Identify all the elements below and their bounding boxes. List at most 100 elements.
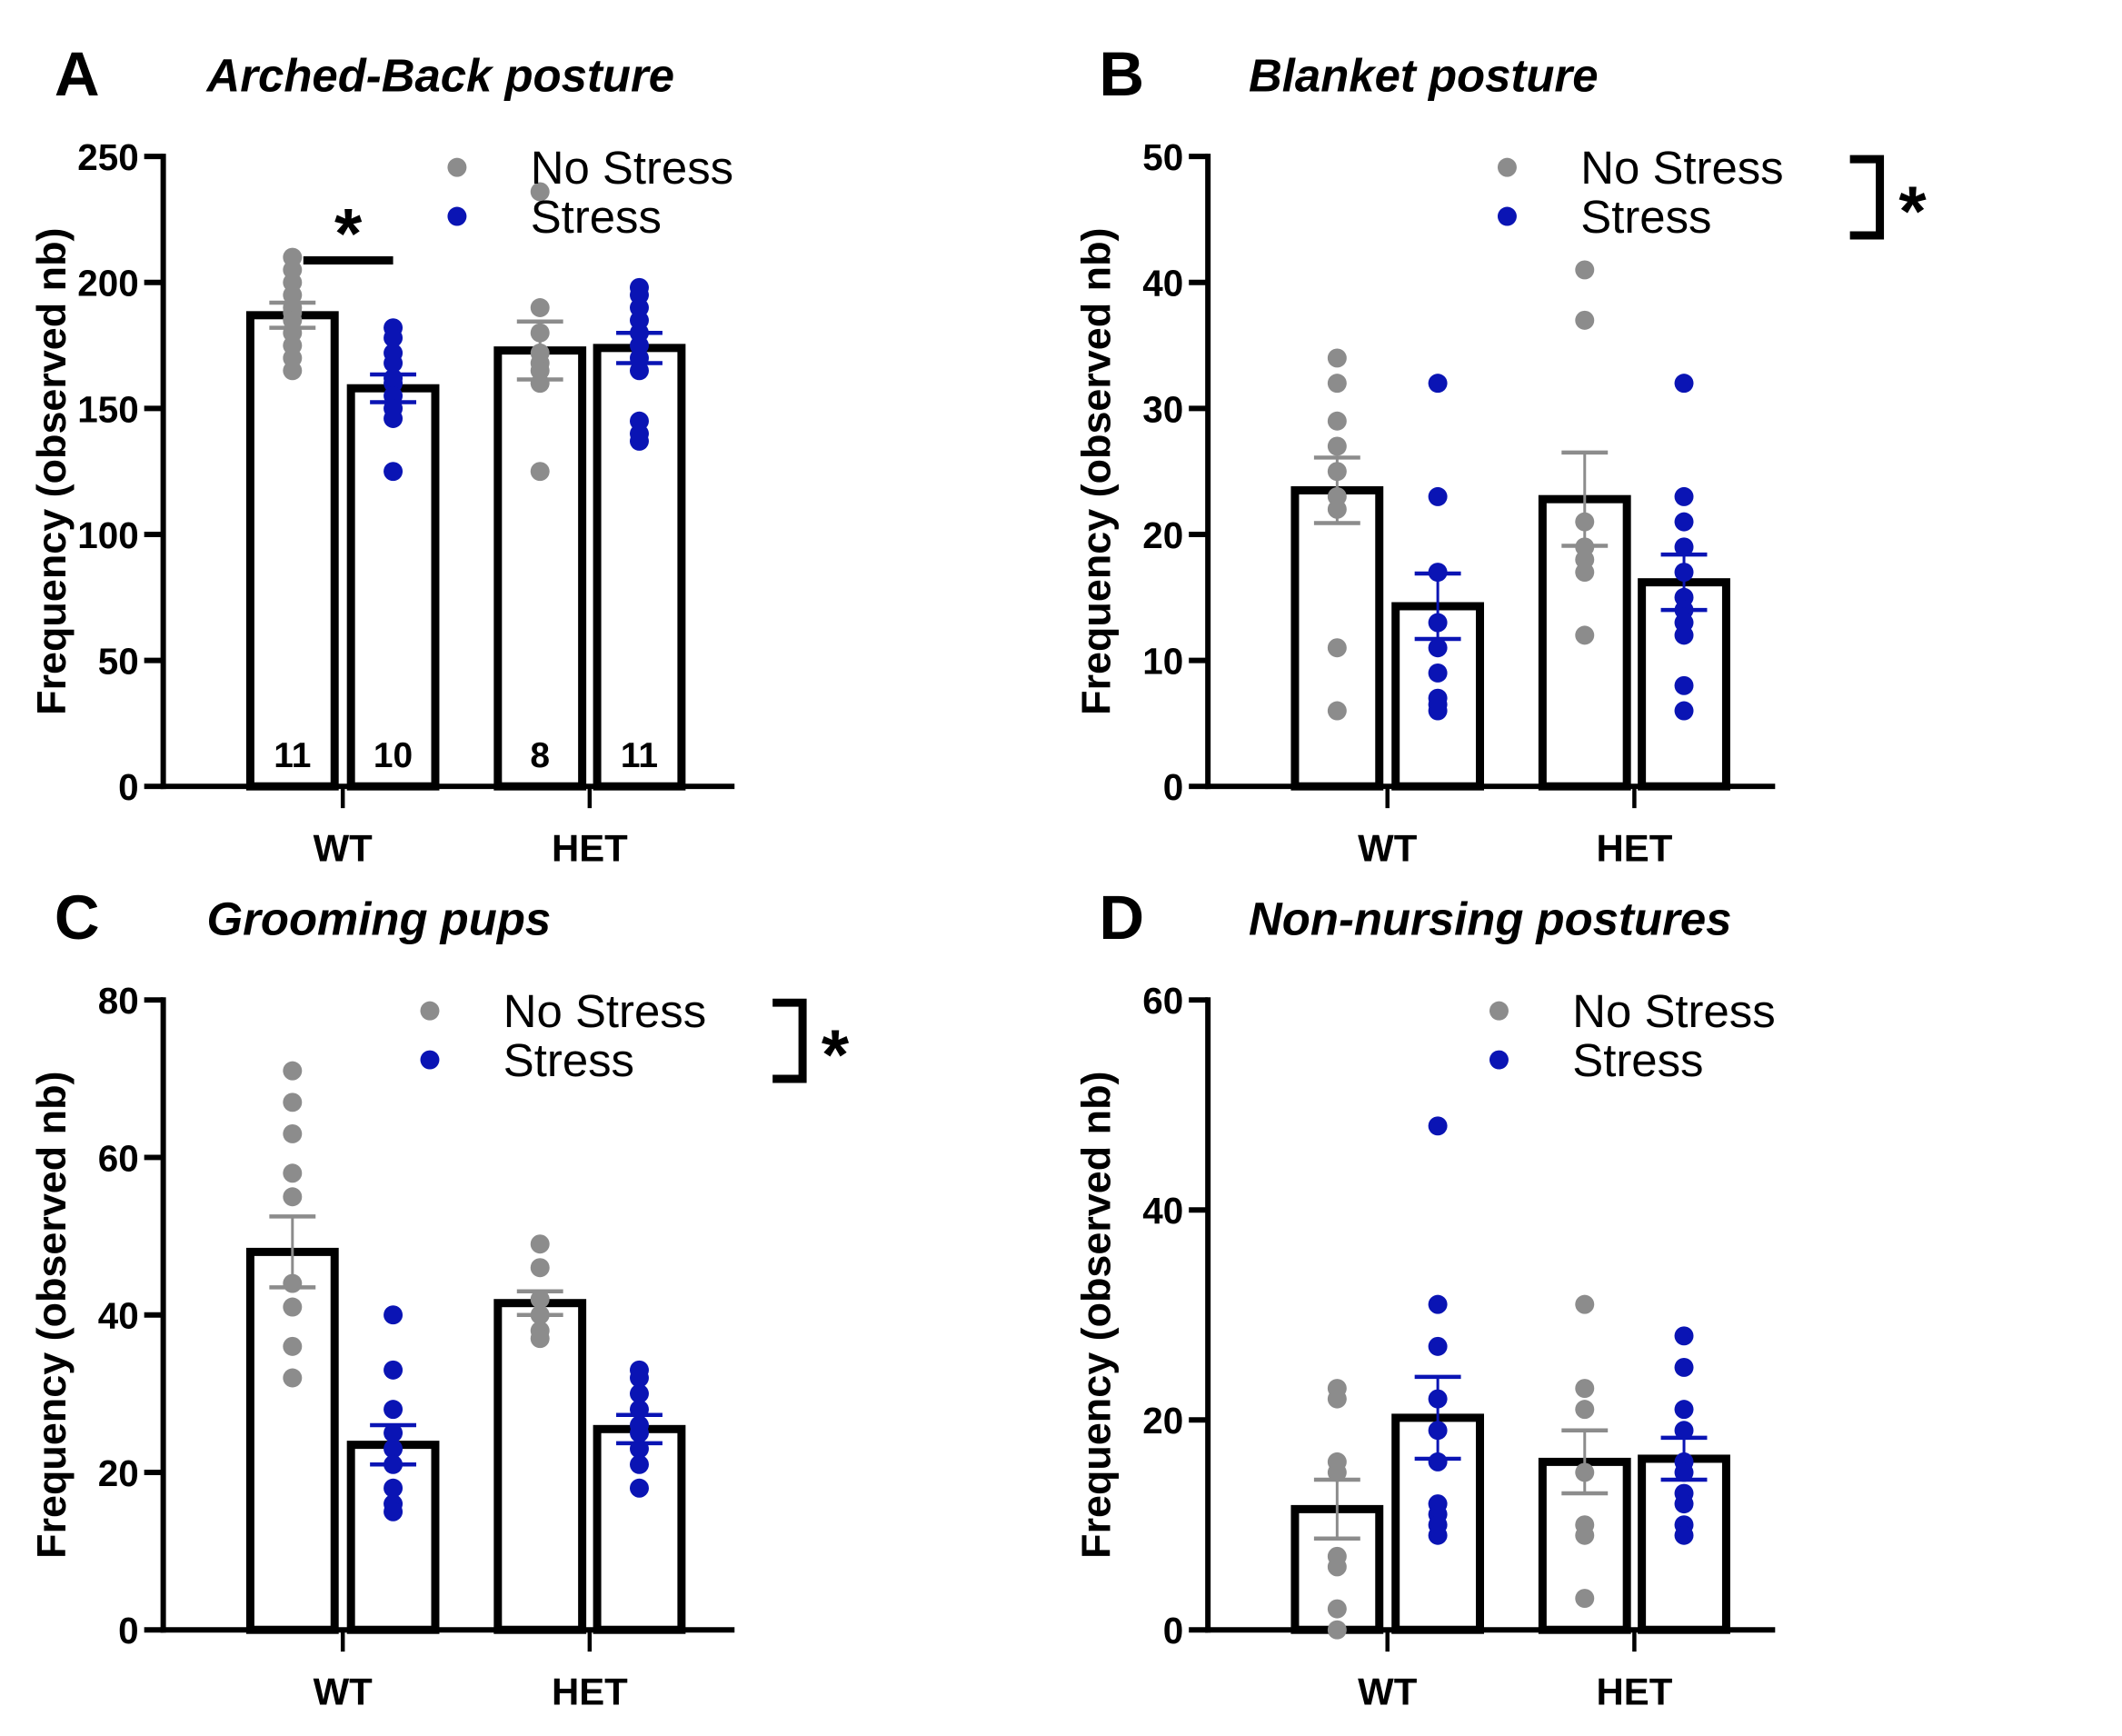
- y-axis-label: Frequency (observed nb): [28, 1072, 75, 1559]
- data-point: [384, 462, 403, 482]
- data-point: [283, 1368, 303, 1388]
- bar: [346, 384, 440, 791]
- n-label: 11: [274, 736, 311, 775]
- data-point: [1428, 1294, 1448, 1314]
- data-point: [1327, 1389, 1347, 1409]
- legend-label: No Stress: [1580, 142, 1783, 194]
- data-point: [384, 328, 403, 348]
- data-point: [630, 361, 649, 381]
- data-point: [1428, 663, 1448, 683]
- y-tick-label: 0: [1163, 766, 1183, 808]
- data-point: [1674, 625, 1694, 645]
- data-point: [283, 1061, 303, 1081]
- data-point: [1327, 411, 1347, 431]
- data-point: [1674, 1525, 1694, 1545]
- y-tick-label: 0: [118, 766, 138, 808]
- data-point: [1674, 1357, 1694, 1377]
- data-point: [1327, 638, 1347, 658]
- legend-stress-marker: [420, 1050, 440, 1070]
- data-point: [1674, 1400, 1694, 1420]
- data-point: [1327, 436, 1347, 456]
- legend-label: Stress: [531, 191, 662, 243]
- data-point: [530, 298, 550, 317]
- data-point: [1575, 1400, 1595, 1420]
- y-tick-label: 200: [77, 263, 138, 304]
- legend-no-stress-marker: [447, 157, 467, 177]
- panel-c: C Grooming pups 0 20 40 60 80 Frequency (observ…: [28, 883, 850, 1713]
- n-label: 11: [621, 736, 658, 775]
- x-category-label: HET: [1596, 827, 1672, 870]
- x-category-label: WT: [1358, 1671, 1418, 1713]
- data-point: [1674, 1421, 1694, 1441]
- data-point: [1428, 1336, 1448, 1356]
- y-axis-label: Frequency (observed nb): [28, 228, 75, 715]
- data-point: [283, 1123, 303, 1143]
- data-point: [283, 361, 303, 381]
- x-category-label: WT: [1358, 827, 1418, 870]
- y-tick-label: 100: [77, 514, 138, 556]
- panel-letter: A: [55, 39, 100, 109]
- data-point: [1327, 1620, 1347, 1640]
- data-point: [630, 1368, 649, 1388]
- legend-significance-star: *: [1898, 173, 1927, 251]
- y-tick-label: 0: [1163, 1610, 1183, 1651]
- x-category-label: HET: [1596, 1671, 1672, 1713]
- panel-b: B Blanket posture 0 10 20 30 40 50 Frequency (ob…: [1072, 39, 1927, 870]
- data-point: [1575, 310, 1595, 330]
- data-point: [384, 1360, 403, 1380]
- chart-title: Blanket posture: [1249, 49, 1598, 101]
- panel-letter: D: [1099, 883, 1144, 953]
- data-point: [1575, 625, 1595, 645]
- x-category-label: HET: [552, 1671, 628, 1713]
- legend-no-stress-marker: [420, 1001, 440, 1021]
- data-point: [1674, 374, 1694, 394]
- data-point: [384, 1400, 403, 1420]
- data-point: [283, 1336, 303, 1356]
- y-tick-label: 40: [1142, 1190, 1183, 1232]
- data-point: [1428, 374, 1448, 394]
- legend-label: No Stress: [531, 142, 733, 194]
- y-tick-label: 40: [98, 1295, 139, 1337]
- legend-label: No Stress: [1572, 985, 1775, 1037]
- data-point: [530, 462, 550, 482]
- data-point: [1575, 260, 1595, 280]
- panel-d: D Non-nursing postures 0 20 40 60 Frequency (o…: [1072, 883, 1775, 1713]
- y-tick-label: 20: [1142, 1400, 1183, 1442]
- y-tick-label: 50: [98, 641, 139, 683]
- data-point: [283, 1297, 303, 1317]
- data-point: [630, 431, 649, 451]
- y-tick-label: 150: [77, 388, 138, 430]
- data-point: [1674, 701, 1694, 721]
- y-tick-label: 60: [98, 1137, 139, 1179]
- data-point: [630, 1454, 649, 1474]
- data-point: [1327, 1599, 1347, 1619]
- n-label: 8: [530, 736, 550, 775]
- data-point: [530, 182, 550, 202]
- data-point: [530, 1258, 550, 1278]
- data-point: [1428, 1116, 1448, 1136]
- data-point: [1674, 537, 1694, 557]
- legend-stress-marker: [1497, 206, 1517, 226]
- data-point: [384, 354, 403, 373]
- data-point: [384, 1502, 403, 1521]
- y-tick-label: 20: [1142, 514, 1183, 556]
- chart-title: Grooming pups: [207, 893, 552, 944]
- legend-stress-marker: [1489, 1050, 1509, 1070]
- data-point: [283, 1163, 303, 1183]
- data-point: [1674, 675, 1694, 695]
- data-point: [384, 408, 403, 428]
- data-point: [1575, 1589, 1595, 1609]
- chart-title: Arched-Back posture: [205, 49, 675, 101]
- bar: [346, 1441, 440, 1634]
- data-point: [1674, 1326, 1694, 1346]
- legend-no-stress-marker: [1489, 1001, 1509, 1021]
- legend-significance-bracket: [772, 998, 807, 1083]
- data-point: [283, 1187, 303, 1207]
- legend-label: Stress: [503, 1034, 634, 1086]
- y-axis-label: Frequency (observed nb): [1072, 228, 1119, 715]
- x-category-label: HET: [552, 827, 628, 870]
- y-tick-label: 40: [1142, 263, 1183, 304]
- data-point: [1327, 1557, 1347, 1577]
- data-point: [530, 1234, 550, 1254]
